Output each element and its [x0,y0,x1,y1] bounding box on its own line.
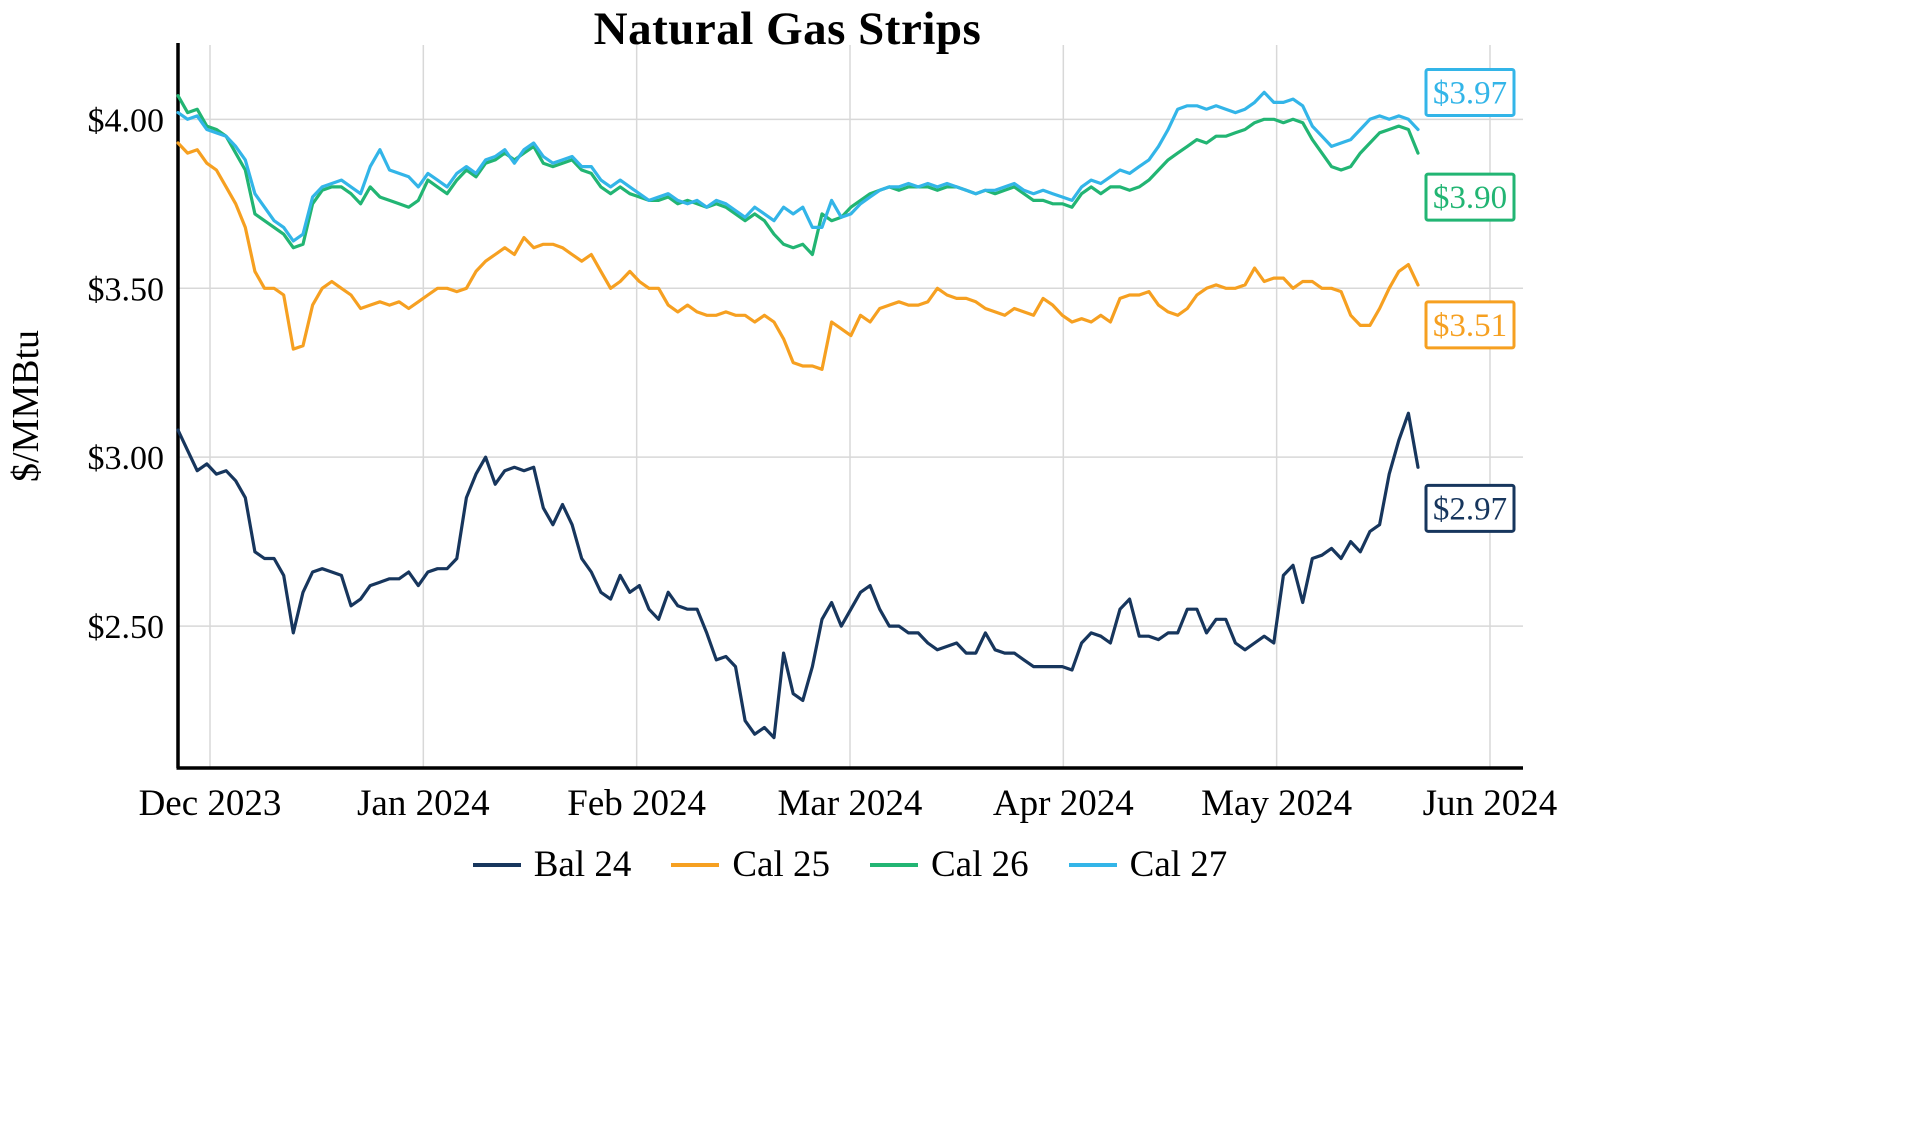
end-label-box-cal-26 [1424,172,1516,222]
y-tick-label: $3.50 [88,271,165,308]
series-line-cal-27 [176,90,1420,243]
y-tick-label: $3.00 [88,440,165,477]
x-tick-label: Apr 2024 [993,783,1134,824]
x-tick-label: Jan 2024 [357,783,490,824]
x-tick-label: May 2024 [1201,783,1352,824]
legend-item-bal-24: Bal 24 [472,843,632,886]
legend-swatch-cal-25 [671,862,720,867]
chart-title: Natural Gas Strips [593,3,982,55]
x-tick-label: Feb 2024 [567,783,706,824]
end-label-text-bal-24: $2.97 [1433,491,1507,527]
legend-label-cal-25: Cal 25 [732,844,830,885]
y-tick-label: $2.50 [88,609,165,646]
chart-canvas: $4.00 $3.50 $3.00 $2.50 Dec 2023 Jan 2024 Feb … [88,43,1558,824]
legend-label-cal-27: Cal 27 [1129,844,1228,885]
legend-label-bal-24: Bal 24 [533,844,632,885]
legend-label-cal-26: Cal 26 [931,844,1029,885]
series-line-cal-26 [176,94,1420,257]
y-tick-label: $4.00 [88,102,165,139]
legend-item-cal-25: Cal 25 [671,843,830,886]
x-tick-label: Jun 2024 [1423,783,1558,824]
legend-item-cal-27: Cal 27 [1068,843,1228,886]
x-tick-label: Mar 2024 [778,783,923,824]
legend-swatch-bal-24 [472,862,521,867]
series-line-cal-25 [176,141,1420,371]
end-label-text-cal-26: $3.90 [1433,180,1507,216]
end-label-text-cal-25: $3.51 [1433,308,1507,344]
x-tick-label: Dec 2023 [139,783,282,824]
legend-item-cal-26: Cal 26 [870,843,1029,886]
legend-swatch-cal-27 [1068,862,1117,867]
legend: Bal 24 Cal 25 Cal 26 Cal 27 [0,843,1700,886]
end-label-box-cal-27 [1424,67,1516,117]
legend-swatch-cal-26 [870,862,918,867]
end-label-text-cal-27: $3.97 [1433,75,1507,111]
series-line-bal-24 [176,411,1420,740]
end-label-box-cal-25 [1424,300,1516,350]
end-label-box-bal-24 [1424,483,1516,533]
